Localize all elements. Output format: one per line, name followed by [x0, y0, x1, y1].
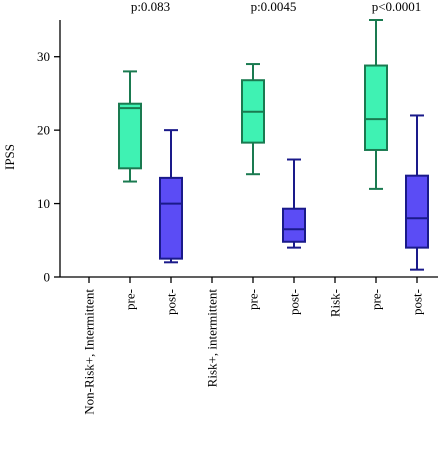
box-post: [405, 114, 429, 271]
iqr-box: [118, 102, 142, 170]
category-label: pre-: [369, 289, 384, 310]
y-tick-label: 20: [37, 123, 50, 138]
y-axis-label: IPSS: [2, 144, 17, 170]
p-value-label: p:0.083: [131, 0, 170, 14]
y-tick-label: 30: [37, 49, 50, 64]
category-label: post-: [164, 289, 179, 315]
p-value-label: p:0.0045: [251, 0, 297, 14]
y-tick-label: 10: [37, 196, 50, 211]
p-value-label: p<0.0001: [372, 0, 422, 14]
category-label: Non-Risk+, Intermittent: [82, 289, 97, 415]
iqr-box: [282, 207, 306, 243]
category-label: pre-: [246, 289, 261, 310]
axes: 0 10 20 30: [37, 20, 438, 285]
box-pre: [364, 19, 388, 190]
category-label: pre-: [123, 289, 138, 310]
iqr-box: [159, 176, 183, 260]
box-post: [282, 158, 306, 249]
p-value-labels: p:0.083 p:0.0045 p<0.0001: [131, 0, 421, 14]
category-label: Risk-: [328, 289, 343, 317]
category-labels: Non-Risk+, Intermittent pre-post- Risk+, i…: [82, 289, 425, 415]
iqr-box: [405, 174, 429, 249]
box-pre: [241, 63, 265, 176]
box-pre: [118, 70, 142, 183]
boxes: [118, 19, 429, 271]
category-label: Risk+, intermittent: [205, 289, 220, 388]
iqr-box: [364, 64, 388, 151]
y-tick-label: 0: [44, 270, 51, 285]
box-post: [159, 129, 183, 264]
category-label: post-: [410, 289, 425, 315]
category-label: post-: [287, 289, 302, 315]
